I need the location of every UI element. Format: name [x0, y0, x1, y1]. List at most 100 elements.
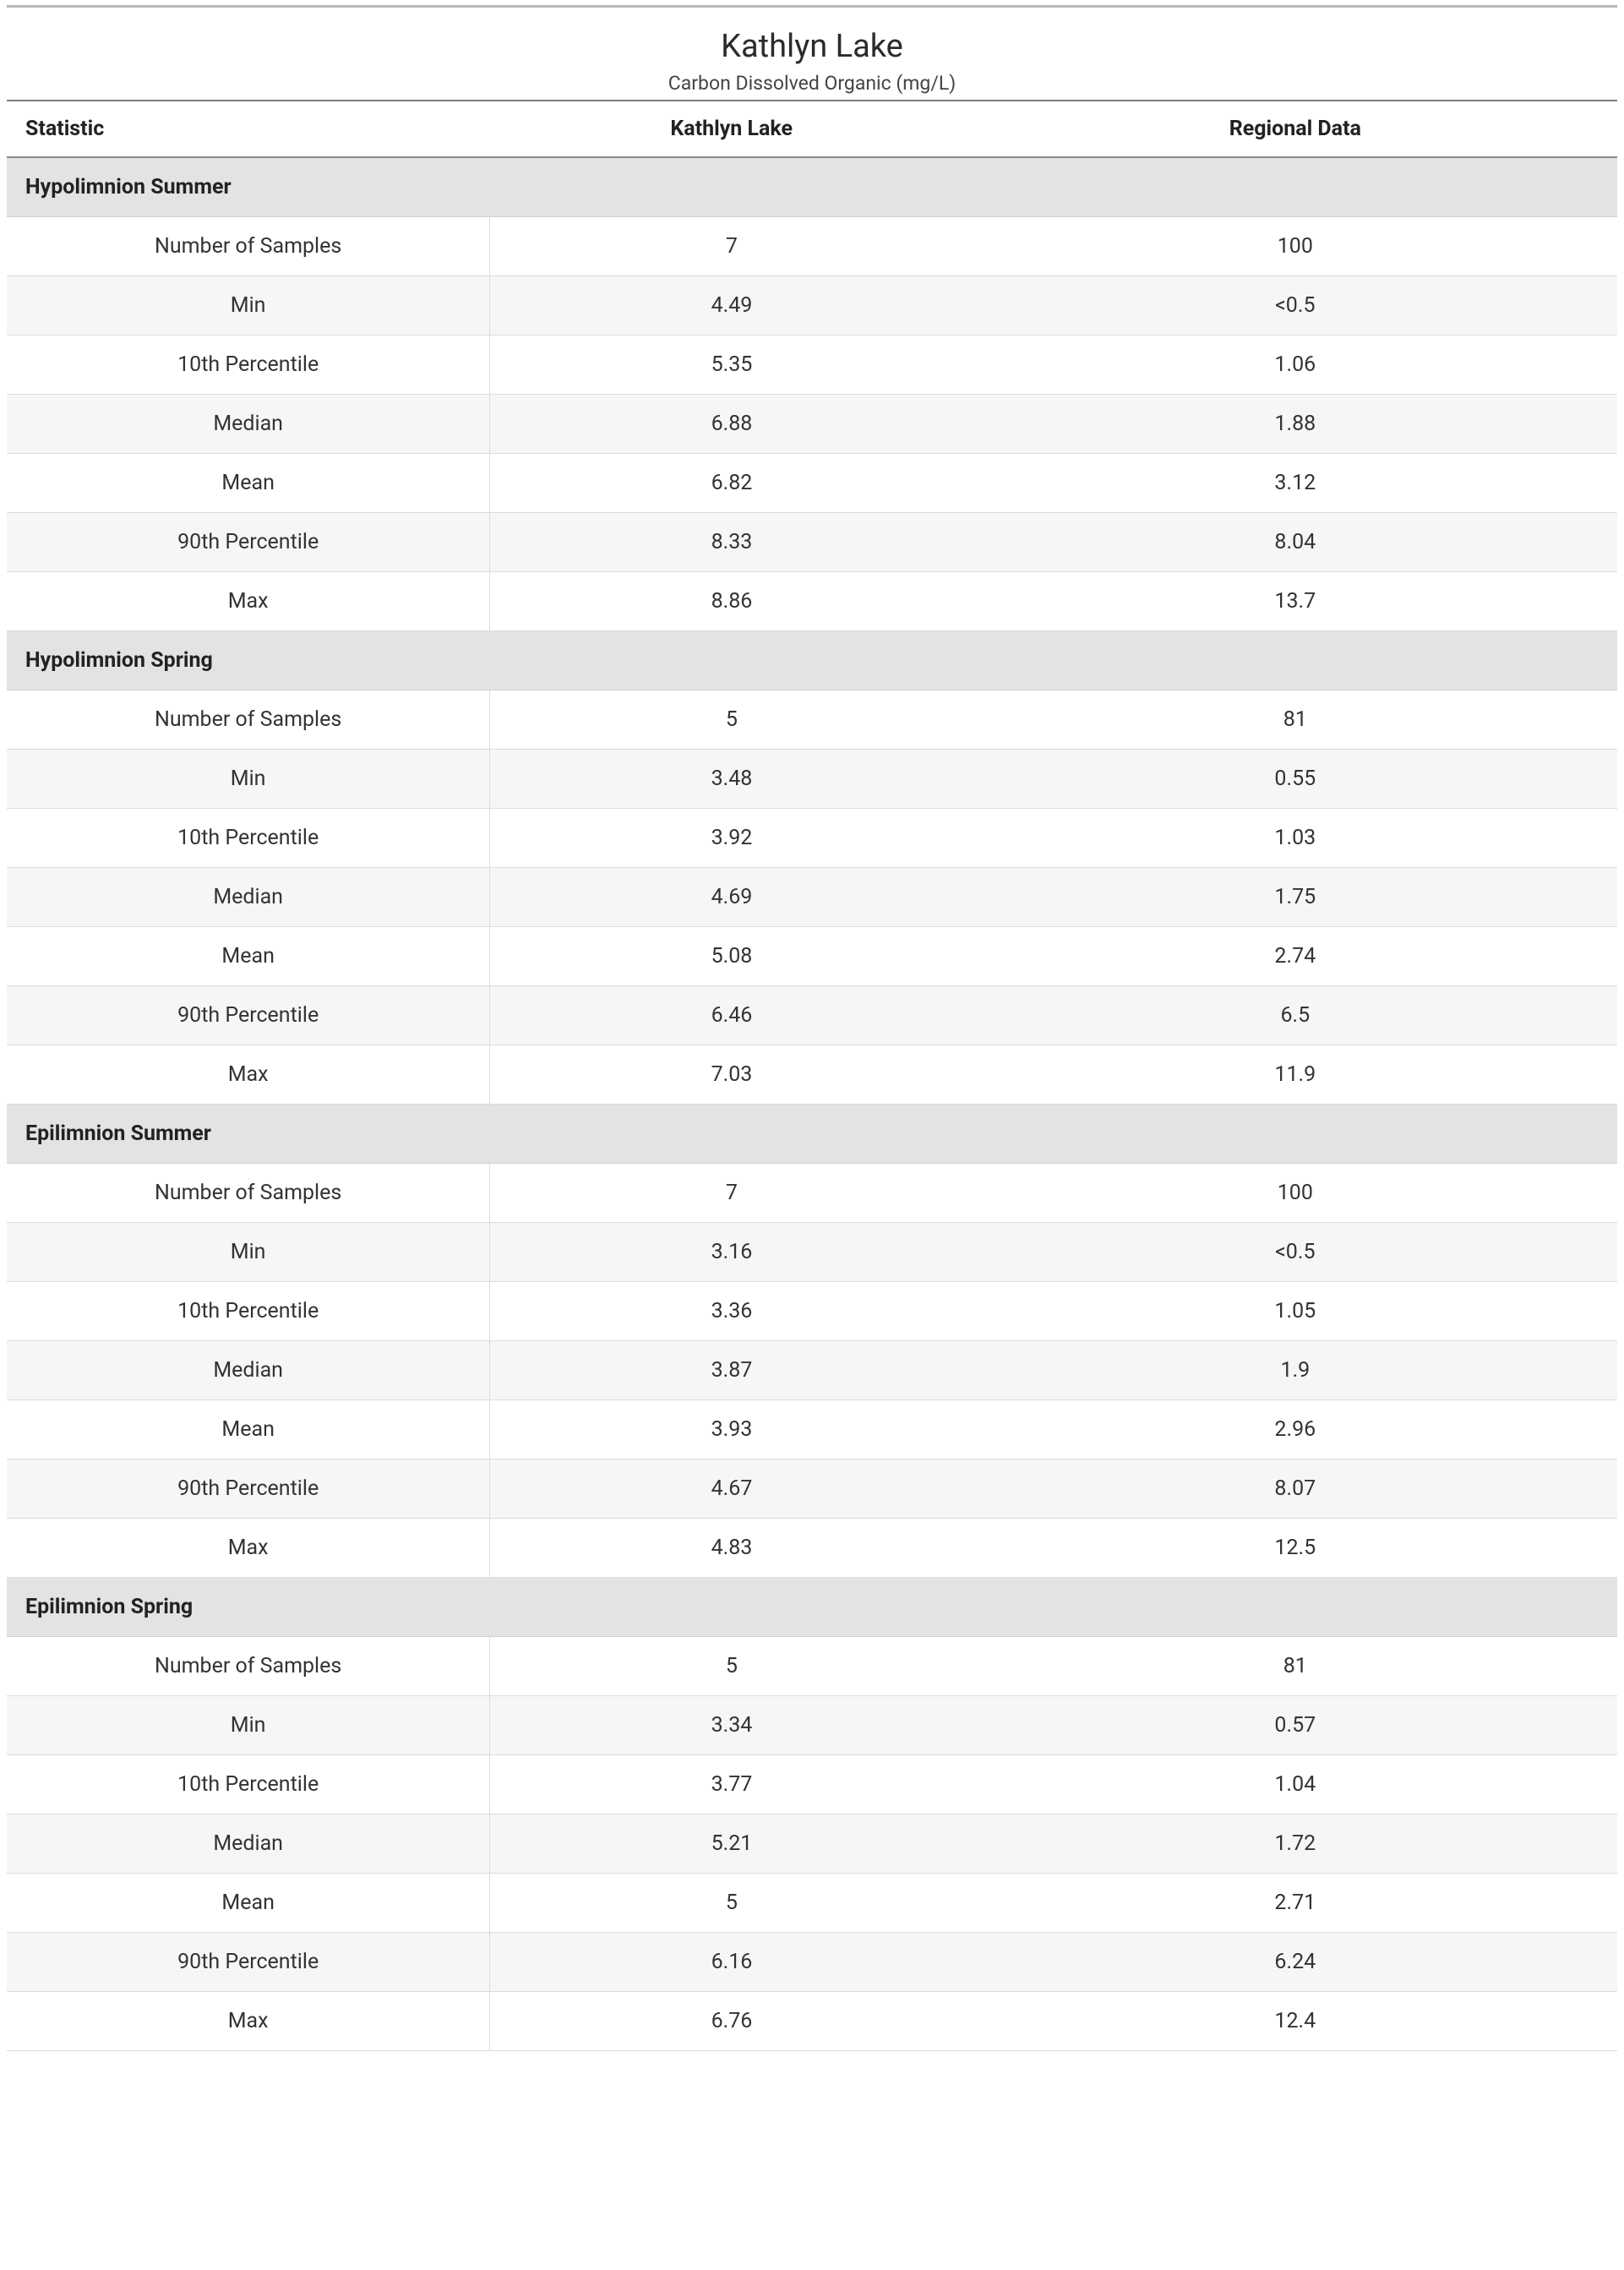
- regional-value-cell: 81: [973, 690, 1617, 750]
- site-value-cell: 5: [490, 690, 973, 750]
- stat-name-cell: Min: [7, 276, 490, 336]
- regional-value-cell: <0.5: [973, 1223, 1617, 1282]
- table-row: Max4.8312.5: [7, 1519, 1617, 1578]
- regional-value-cell: 8.07: [973, 1460, 1617, 1519]
- site-value-cell: 5.35: [490, 336, 973, 395]
- regional-value-cell: 2.71: [973, 1874, 1617, 1933]
- site-value-cell: 3.48: [490, 750, 973, 809]
- page-title: Kathlyn Lake: [7, 28, 1617, 65]
- site-value-cell: 7: [490, 1164, 973, 1223]
- regional-value-cell: 1.06: [973, 336, 1617, 395]
- table-header: Statistic Kathlyn Lake Regional Data: [7, 101, 1617, 157]
- stat-name-cell: Max: [7, 1045, 490, 1105]
- stat-name-cell: Number of Samples: [7, 1637, 490, 1696]
- site-value-cell: 5.21: [490, 1814, 973, 1874]
- stat-name-cell: Median: [7, 1814, 490, 1874]
- table-row: Mean6.823.12: [7, 454, 1617, 513]
- stat-name-cell: 10th Percentile: [7, 336, 490, 395]
- section-header-cell: Hypolimnion Spring: [7, 631, 1617, 690]
- stat-name-cell: 10th Percentile: [7, 1282, 490, 1341]
- regional-value-cell: <0.5: [973, 276, 1617, 336]
- regional-value-cell: 1.72: [973, 1814, 1617, 1874]
- stat-name-cell: 10th Percentile: [7, 1755, 490, 1814]
- stat-name-cell: Max: [7, 572, 490, 631]
- site-value-cell: 6.88: [490, 395, 973, 454]
- stat-name-cell: 90th Percentile: [7, 986, 490, 1045]
- regional-value-cell: 1.03: [973, 809, 1617, 868]
- site-value-cell: 5: [490, 1637, 973, 1696]
- table-row: 90th Percentile4.678.07: [7, 1460, 1617, 1519]
- regional-value-cell: 2.74: [973, 927, 1617, 986]
- regional-value-cell: 1.88: [973, 395, 1617, 454]
- site-value-cell: 6.46: [490, 986, 973, 1045]
- table-row: Median4.691.75: [7, 868, 1617, 927]
- regional-value-cell: 1.05: [973, 1282, 1617, 1341]
- table-row: 10th Percentile3.361.05: [7, 1282, 1617, 1341]
- stat-name-cell: Median: [7, 395, 490, 454]
- table-row: 90th Percentile6.466.5: [7, 986, 1617, 1045]
- table-row: Mean3.932.96: [7, 1400, 1617, 1460]
- stat-name-cell: Min: [7, 750, 490, 809]
- section-header-row: Epilimnion Summer: [7, 1105, 1617, 1164]
- table-row: Number of Samples7100: [7, 1164, 1617, 1223]
- table-row: Min3.16<0.5: [7, 1223, 1617, 1282]
- regional-value-cell: 6.24: [973, 1933, 1617, 1992]
- site-value-cell: 3.36: [490, 1282, 973, 1341]
- page-subtitle: Carbon Dissolved Organic (mg/L): [7, 72, 1617, 95]
- table-row: Max8.8613.7: [7, 572, 1617, 631]
- site-value-cell: 6.82: [490, 454, 973, 513]
- stat-name-cell: Max: [7, 1992, 490, 2051]
- regional-value-cell: 8.04: [973, 513, 1617, 572]
- site-value-cell: 3.93: [490, 1400, 973, 1460]
- section-header-cell: Epilimnion Summer: [7, 1105, 1617, 1164]
- section-header-row: Hypolimnion Summer: [7, 157, 1617, 217]
- stat-name-cell: Min: [7, 1223, 490, 1282]
- stat-name-cell: Mean: [7, 454, 490, 513]
- stat-name-cell: 90th Percentile: [7, 1460, 490, 1519]
- stat-name-cell: Mean: [7, 927, 490, 986]
- table-row: Max7.0311.9: [7, 1045, 1617, 1105]
- site-value-cell: 6.16: [490, 1933, 973, 1992]
- regional-value-cell: 0.55: [973, 750, 1617, 809]
- regional-value-cell: 1.04: [973, 1755, 1617, 1814]
- table-row: Number of Samples581: [7, 690, 1617, 750]
- table-body: Hypolimnion SummerNumber of Samples7100M…: [7, 157, 1617, 2051]
- table-row: Median5.211.72: [7, 1814, 1617, 1874]
- site-value-cell: 7.03: [490, 1045, 973, 1105]
- table-row: Number of Samples7100: [7, 217, 1617, 276]
- col-header-site: Kathlyn Lake: [490, 101, 973, 157]
- site-value-cell: 8.33: [490, 513, 973, 572]
- stat-name-cell: 90th Percentile: [7, 513, 490, 572]
- col-header-statistic: Statistic: [7, 101, 490, 157]
- page-container: Kathlyn Lake Carbon Dissolved Organic (m…: [0, 5, 1624, 2102]
- site-value-cell: 4.67: [490, 1460, 973, 1519]
- regional-value-cell: 6.5: [973, 986, 1617, 1045]
- regional-value-cell: 100: [973, 1164, 1617, 1223]
- regional-value-cell: 1.9: [973, 1341, 1617, 1400]
- site-value-cell: 3.77: [490, 1755, 973, 1814]
- table-row: Max6.7612.4: [7, 1992, 1617, 2051]
- table-row: Min4.49<0.5: [7, 276, 1617, 336]
- stat-name-cell: Number of Samples: [7, 1164, 490, 1223]
- table-row: Mean5.082.74: [7, 927, 1617, 986]
- site-value-cell: 8.86: [490, 572, 973, 631]
- stat-name-cell: 90th Percentile: [7, 1933, 490, 1992]
- stats-table: Statistic Kathlyn Lake Regional Data Hyp…: [7, 101, 1617, 2051]
- stat-name-cell: Number of Samples: [7, 217, 490, 276]
- regional-value-cell: 1.75: [973, 868, 1617, 927]
- regional-value-cell: 3.12: [973, 454, 1617, 513]
- table-row: 10th Percentile5.351.06: [7, 336, 1617, 395]
- regional-value-cell: 81: [973, 1637, 1617, 1696]
- table-row: Mean52.71: [7, 1874, 1617, 1933]
- regional-value-cell: 100: [973, 217, 1617, 276]
- table-row: 10th Percentile3.921.03: [7, 809, 1617, 868]
- site-value-cell: 3.87: [490, 1341, 973, 1400]
- stat-name-cell: 10th Percentile: [7, 809, 490, 868]
- stat-name-cell: Median: [7, 868, 490, 927]
- title-block: Kathlyn Lake Carbon Dissolved Organic (m…: [7, 8, 1617, 101]
- section-header-cell: Hypolimnion Summer: [7, 157, 1617, 217]
- site-value-cell: 5: [490, 1874, 973, 1933]
- table-row: Median3.871.9: [7, 1341, 1617, 1400]
- stat-name-cell: Max: [7, 1519, 490, 1578]
- table-row: Number of Samples581: [7, 1637, 1617, 1696]
